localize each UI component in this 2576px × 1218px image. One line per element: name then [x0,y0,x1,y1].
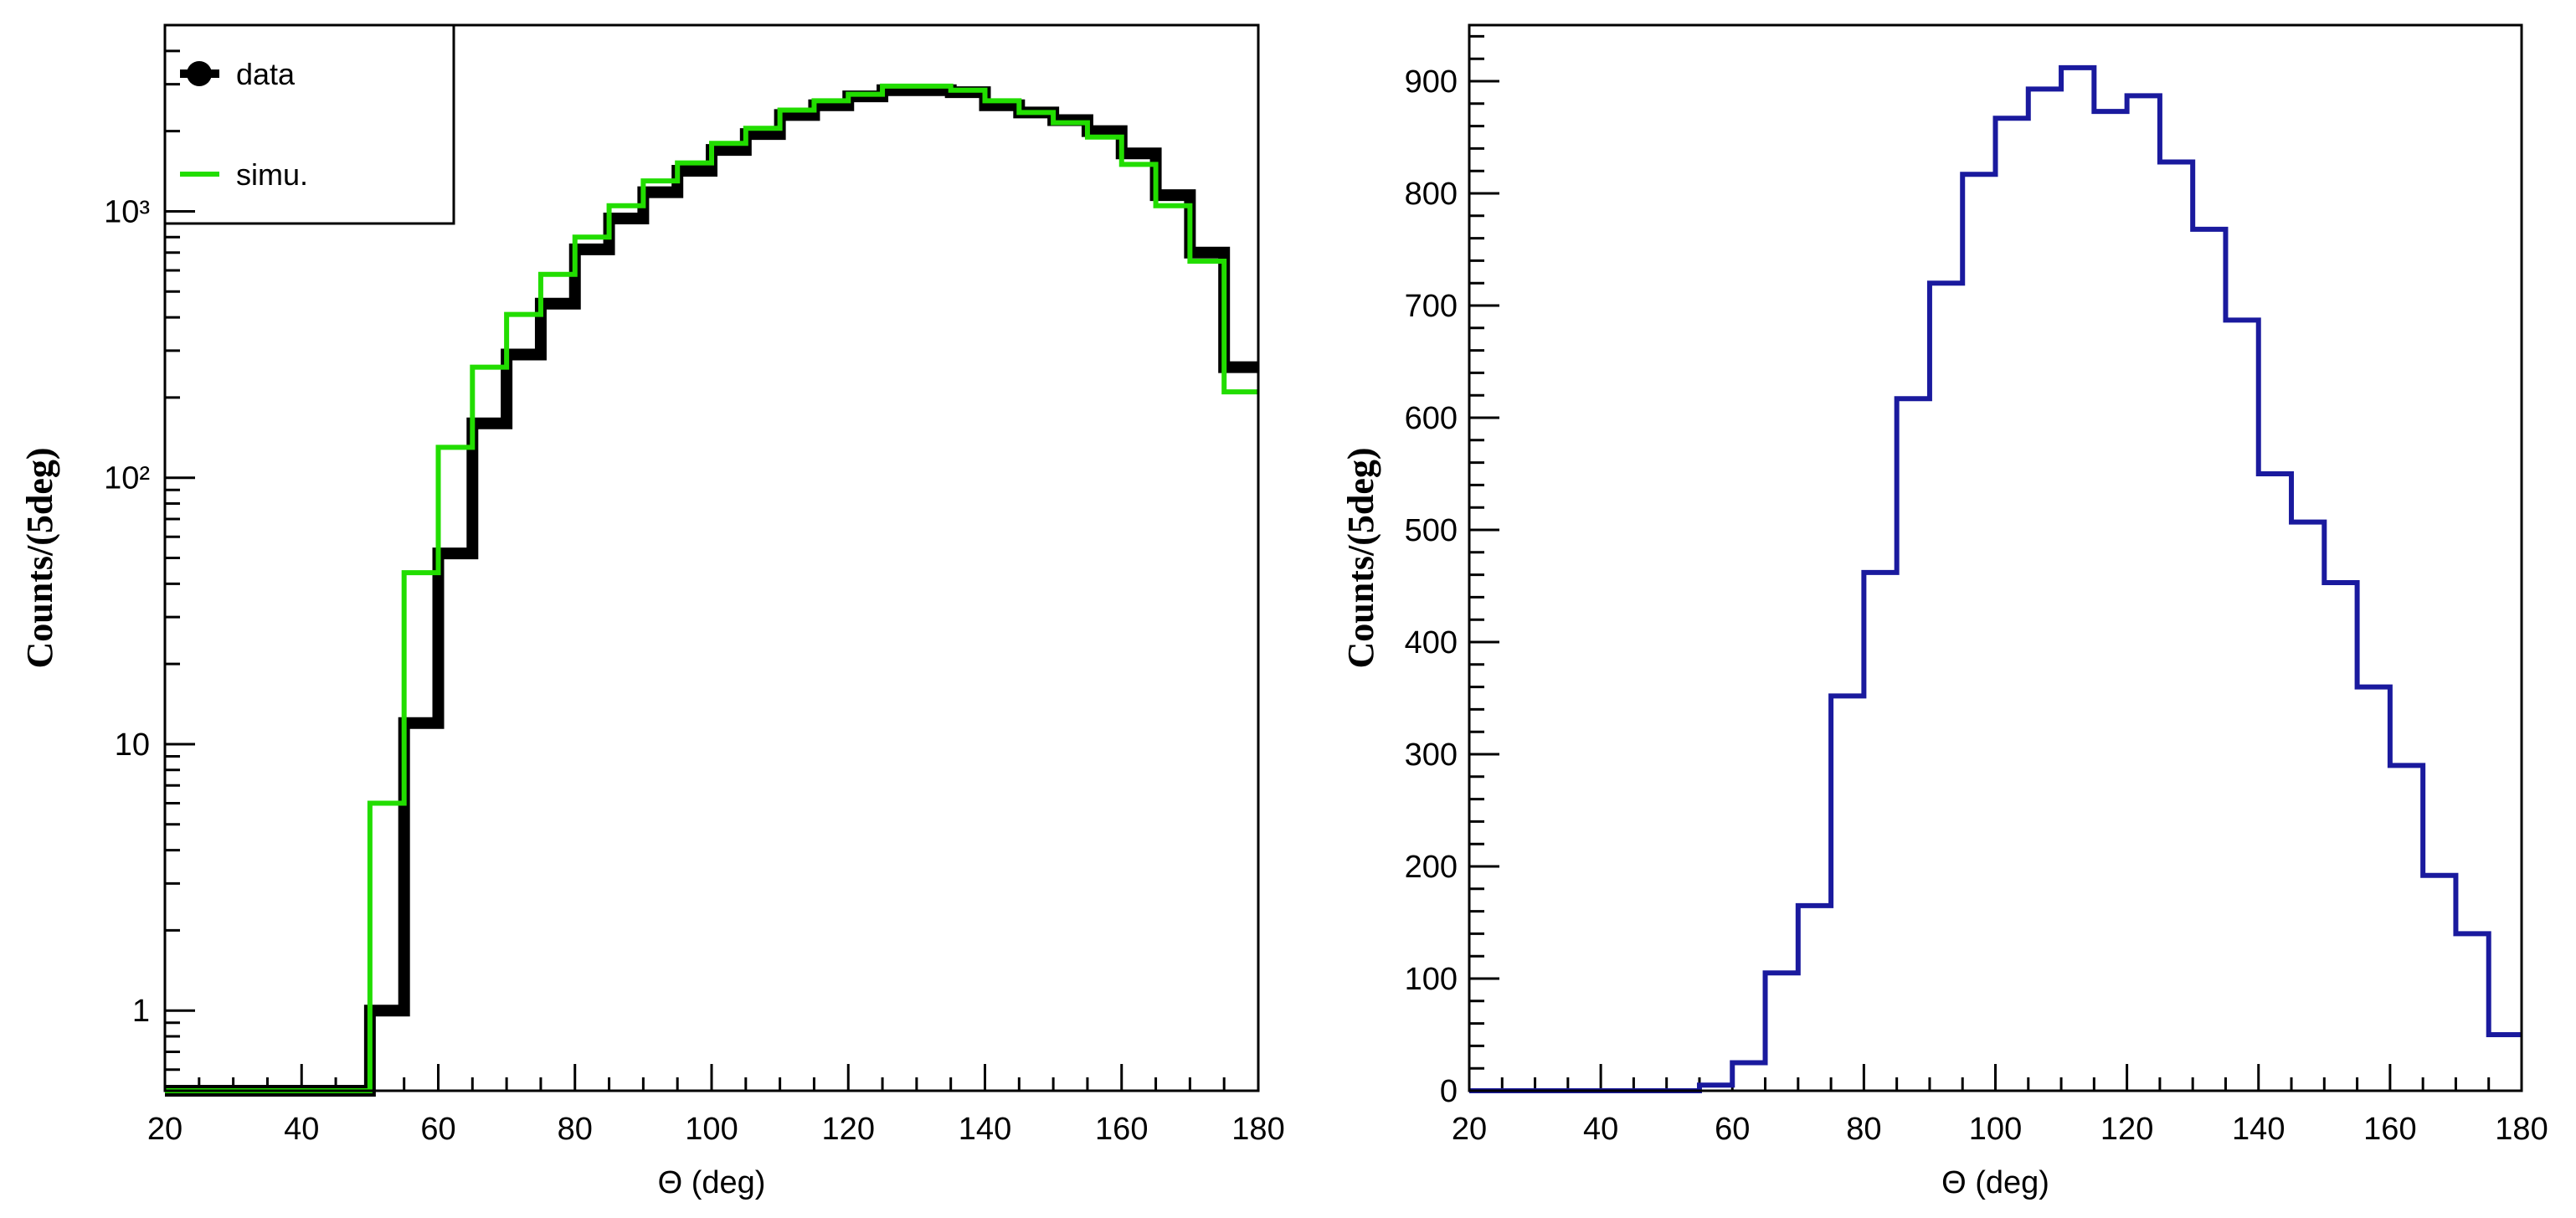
left-x-tick-label: 140 [959,1112,1011,1147]
right-y-tick-label: 800 [1405,177,1458,212]
left-y-tick-label: 10 [115,727,150,763]
right-y-tick-label: 200 [1405,850,1458,885]
left-x-tick-label: 160 [1095,1112,1148,1147]
right-x-tick-label: 120 [2100,1112,2153,1147]
right-y-tick-label: 500 [1405,513,1458,548]
left-x-axis-title: Θ (deg) [658,1165,766,1200]
left-histogram-plot: 20 40 60 80 100 120 140 160 180 1 10 10² 10³ data si… [19,23,1285,1200]
left-y-axis-title: Counts/(5deg) [19,447,60,668]
left-x-tick-label: 100 [685,1112,738,1147]
left-series-simu-line [165,83,1258,1093]
right-tick-group: 20 40 60 80 100 120 140 160 180 0 100 200 300 400 500 6… [1405,34,2548,1147]
right-x-tick-label: 140 [2232,1112,2285,1147]
left-tick-group: 20 40 60 80 100 120 140 160 180 1 10 10² 10³ [104,23,1285,1147]
right-series-group [1469,64,2522,1093]
right-x-tick-label: 180 [2495,1112,2548,1147]
right-x-tick-label: 20 [1452,1112,1487,1147]
legend-box [163,23,455,225]
left-x-tick-label: 60 [420,1112,455,1147]
legend-label-simu: simu. [236,157,308,192]
right-series-line [1469,64,2522,1093]
right-x-tick-label: 160 [2363,1112,2416,1147]
right-y-axis-title: Counts/(5deg) [1340,447,1381,668]
right-x-axis-title: Θ (deg) [1941,1165,2049,1200]
right-y-tick-label: 700 [1405,289,1458,324]
right-y-tick-label: 400 [1405,625,1458,660]
right-y-tick-label: 100 [1405,962,1458,997]
legend-label-data: data [236,57,296,91]
right-y-tick-label: 600 [1405,401,1458,436]
left-series-group [165,83,1258,1097]
left-series-data-line [165,84,1258,1097]
left-y-tick-label: 1 [132,994,150,1029]
left-x-tick-label: 180 [1231,1112,1284,1147]
left-y-tick-label: 10³ [104,194,150,229]
right-y-tick-label: 0 [1440,1074,1458,1109]
legend-marker-data [187,61,212,86]
legend: data simu. [163,23,455,225]
right-x-tick-label: 40 [1583,1112,1618,1147]
left-x-tick-label: 120 [822,1112,875,1147]
right-x-tick-label: 80 [1846,1112,1881,1147]
left-x-tick-label: 80 [558,1112,593,1147]
left-x-tick-label: 40 [284,1112,319,1147]
left-y-tick-label: 10² [104,461,150,496]
right-y-tick-label: 900 [1405,64,1458,100]
left-x-tick-label: 20 [147,1112,183,1147]
right-plot-frame [1468,23,2523,1092]
right-histogram-plot: 20 40 60 80 100 120 140 160 180 0 100 200 300 400 500 6… [1340,23,2548,1200]
right-x-tick-label: 100 [1969,1112,2022,1147]
right-y-tick-label: 300 [1405,737,1458,773]
right-x-tick-label: 60 [1715,1112,1750,1147]
left-plot-frame [163,23,1260,1092]
